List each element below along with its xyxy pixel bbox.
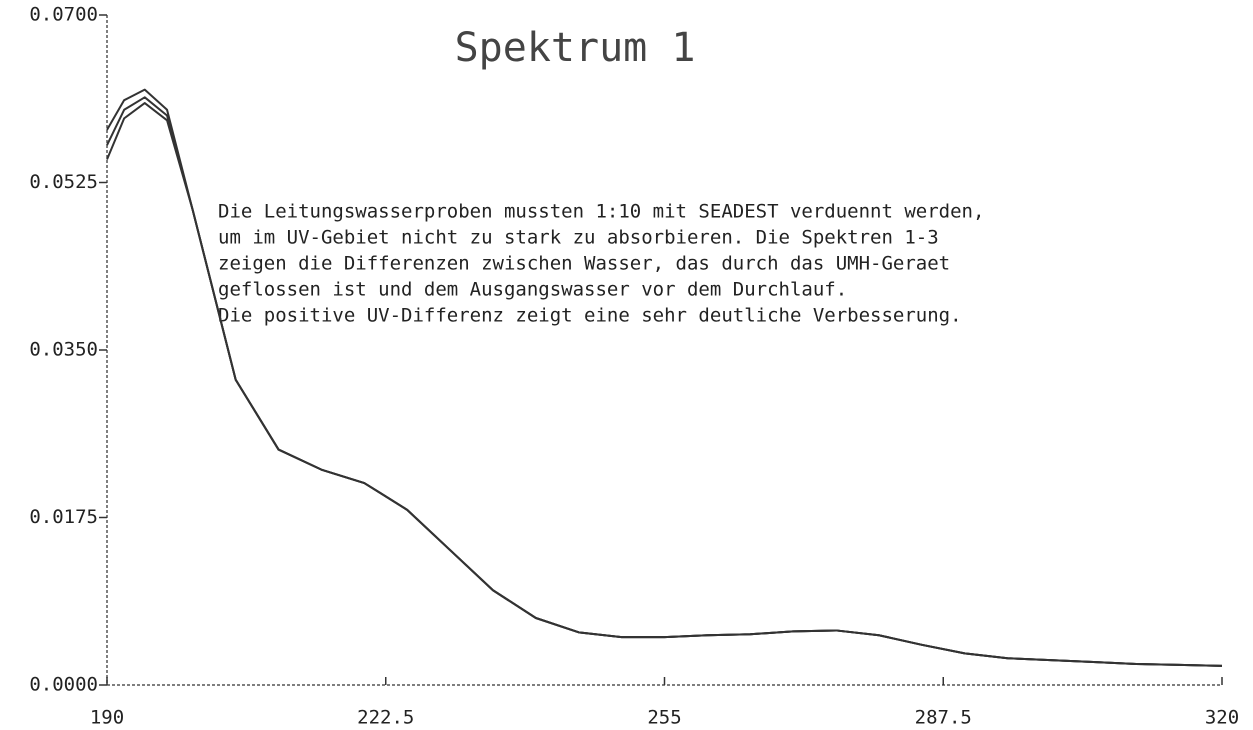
spectrum-line: [106, 96, 1223, 667]
x-tick-label: 222.5: [357, 707, 414, 729]
y-tick-label: 0.0525: [29, 171, 98, 193]
annotation-line: um im UV-Gebiet nicht zu stark zu absorb…: [218, 227, 939, 249]
y-tick-label: 0.0700: [29, 4, 98, 26]
annotation-line: zeigen die Differenzen zwischen Wasser, …: [218, 253, 950, 275]
x-tick-label: 287.5: [915, 707, 972, 729]
x-tick-label: 320: [1205, 707, 1239, 729]
y-tick-label: 0.0000: [29, 674, 98, 696]
annotation-line: Die Leitungswasserproben mussten 1:10 mi…: [218, 201, 984, 223]
y-tick-label: 0.0175: [29, 506, 98, 528]
x-tick-label: 190: [90, 707, 124, 729]
spectrum-line: [106, 88, 1223, 667]
annotation-line: Die positive UV-Differenz zeigt eine seh…: [218, 305, 962, 327]
x-tick-label: 255: [647, 707, 681, 729]
y-tick-label: 0.0350: [29, 339, 98, 361]
spectrum-line: [106, 102, 1223, 667]
annotation-line: geflossen ist und dem Ausgangswasser vor…: [218, 279, 847, 301]
chart-title: Spektrum 1: [455, 25, 696, 71]
